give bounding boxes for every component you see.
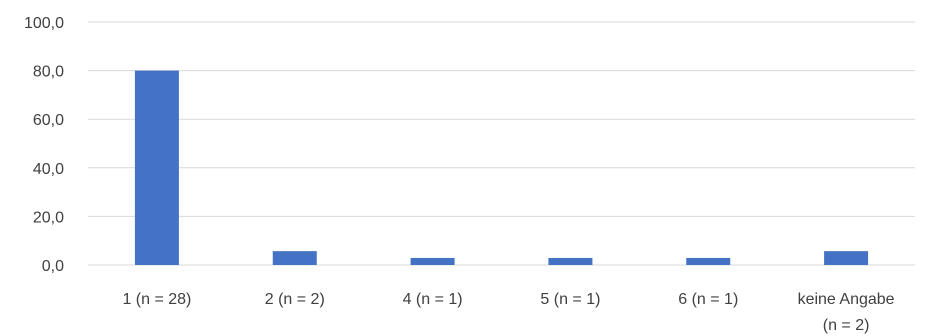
x-category-label: 6 (n = 1)	[678, 291, 738, 308]
x-category-label: 5 (n = 1)	[540, 291, 600, 308]
y-tick-label: 60,0	[33, 112, 64, 129]
x-category-label: 1 (n = 28)	[122, 291, 191, 308]
bars	[134, 70, 869, 265]
bar	[686, 257, 731, 265]
x-category-label-line: 6 (n = 1)	[678, 291, 738, 308]
y-tick-label: 100,0	[24, 15, 64, 32]
y-axis-tick-labels: 0,0 20,0 40,0 60,0 80,0 100,0	[24, 15, 64, 275]
bar	[824, 251, 869, 265]
x-category-label-line: 5 (n = 1)	[540, 291, 600, 308]
y-tick-label: 20,0	[33, 209, 64, 226]
bar	[548, 257, 593, 265]
x-category-label-line: 4 (n = 1)	[403, 291, 463, 308]
y-tick-label: 40,0	[33, 161, 64, 178]
bar	[272, 251, 317, 265]
x-category-label-line: 1 (n = 28)	[122, 291, 191, 308]
x-category-label-line: keine Angabe	[798, 291, 895, 308]
x-category-label: 2 (n = 2)	[265, 291, 325, 308]
x-category-label: 4 (n = 1)	[403, 291, 463, 308]
y-tick-label: 80,0	[33, 64, 64, 81]
x-axis-category-labels: 1 (n = 28) 2 (n = 2) 4 (n = 1) 5 (n = 1) 6 (…	[122, 291, 894, 334]
bar	[410, 257, 455, 265]
x-category-label-line: (n = 2)	[823, 317, 870, 334]
x-category-label: keine Angabe (n = 2)	[798, 291, 895, 334]
gridlines	[88, 21, 915, 266]
y-tick-label: 0,0	[42, 258, 64, 275]
bar	[134, 70, 179, 265]
x-category-label-line: 2 (n = 2)	[265, 291, 325, 308]
